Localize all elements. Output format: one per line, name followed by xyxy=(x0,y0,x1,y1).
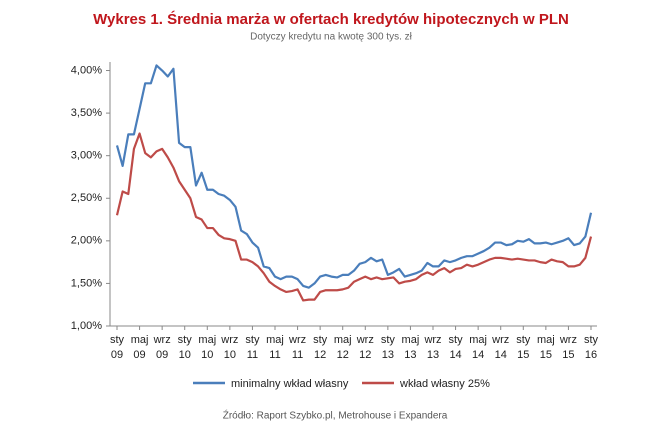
x-tick-label: sty 13 xyxy=(380,334,395,361)
y-tick-label: 4,00% xyxy=(71,64,102,76)
y-tick-label: 2,50% xyxy=(71,192,102,204)
chart-title: Wykres 1. Średnia marża w ofertach kredy… xyxy=(93,10,569,28)
x-tick-label: wrz 12 xyxy=(356,334,374,361)
x-tick-label: sty 10 xyxy=(177,334,192,361)
series-line xyxy=(115,132,593,302)
x-tick-label: sty 09 xyxy=(109,334,125,361)
x-tick-label: sty 12 xyxy=(313,334,328,361)
series-line xyxy=(115,64,593,289)
y-tick-label: 3,00% xyxy=(71,150,102,162)
x-tick-label: wrz 09 xyxy=(153,334,171,361)
x-tick-label: wrz 10 xyxy=(221,334,239,361)
x-tick-label: wrz 13 xyxy=(424,334,442,361)
legend-label: minimalny wkład własny xyxy=(231,378,349,390)
x-tick-label: sty 14 xyxy=(448,334,463,361)
y-tick-label: 3,50% xyxy=(71,107,102,119)
x-tick-label: wrz 15 xyxy=(559,334,577,361)
y-tick-label: 1,00% xyxy=(71,320,102,332)
source-note: Źródło: Raport Szybko.pl, Metrohouse i E… xyxy=(223,409,448,422)
x-tick-label: sty 11 xyxy=(245,334,260,361)
x-tick-label: maj 11 xyxy=(266,334,284,361)
y-tick-label: 2,00% xyxy=(71,235,102,247)
y-tick-label: 1,50% xyxy=(71,277,102,289)
x-tick-label: maj 14 xyxy=(469,334,488,361)
x-tick-label: maj 15 xyxy=(536,334,555,361)
x-tick-label: sty 16 xyxy=(583,334,599,361)
legend-label: wkład własny 25% xyxy=(399,378,490,390)
x-tick-label: maj 12 xyxy=(333,334,352,361)
x-tick-label: wrz 14 xyxy=(492,334,510,361)
chart-subtitle: Dotyczy kredytu na kwotę 300 tys. zł xyxy=(250,32,413,43)
x-tick-label: wrz 11 xyxy=(289,334,307,361)
x-tick-label: sty 15 xyxy=(516,334,531,361)
x-tick-label: maj 09 xyxy=(130,334,149,361)
x-tick-label: maj 13 xyxy=(401,334,420,361)
x-tick-label: maj 10 xyxy=(198,334,217,361)
